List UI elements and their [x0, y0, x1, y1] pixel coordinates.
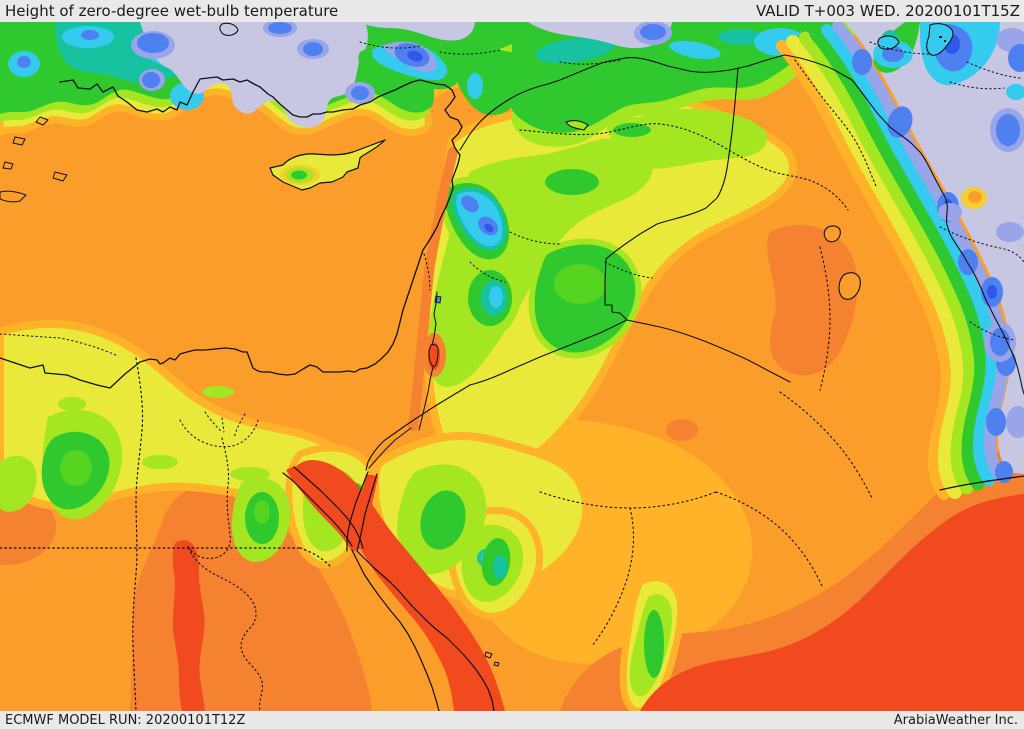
cyan-zagros-band	[821, 24, 998, 486]
light-blue-iran-2	[996, 222, 1024, 242]
iran-admin-dotted	[939, 61, 1024, 341]
deep-orange-levant-coaststrip	[408, 147, 458, 431]
blue-zagros-6	[986, 408, 1006, 436]
lavender-sw-top	[360, 22, 475, 41]
blue-ne-blob	[996, 114, 1020, 146]
border-jordan-valley	[368, 291, 438, 469]
branding-label: ArabiaWeather Inc.	[893, 712, 1018, 728]
tiran-islands	[484, 651, 500, 667]
urmia-island-1	[939, 36, 942, 38]
yellow-zagros-band	[786, 35, 965, 499]
deep-blue-lebanon	[484, 223, 494, 233]
lake-tharthar	[823, 225, 841, 243]
contour-map	[0, 22, 1024, 711]
libya-admin-dotted	[0, 333, 119, 357]
coastline-turkey-levant-egypt	[0, 76, 463, 389]
map-title: Height of zero-degree wet-bulb temperatu…	[5, 1, 339, 20]
deep-blue-sw-dip	[407, 50, 423, 62]
saudi-admin-dotted	[539, 246, 873, 647]
red-southeast-corner	[640, 494, 1024, 711]
valid-time-label: VALID T+003 WED. 20200101T15Z	[755, 1, 1020, 20]
lake-van	[877, 35, 900, 50]
teal-hejaz-mid	[493, 555, 507, 579]
river-nile-dotted	[187, 437, 263, 711]
lavender-iran-wedge	[845, 22, 1024, 474]
chartreuse-egypt-spot4	[230, 467, 270, 481]
cyan-south-syria	[489, 286, 503, 308]
bright-green-eastern-desert	[254, 500, 270, 524]
red-nile-valley	[172, 540, 205, 711]
chartreuse-egypt-spot1	[58, 397, 86, 411]
blue-necorner	[1008, 44, 1024, 72]
blue-marmara-1	[137, 33, 169, 53]
model-run-label: ECMWF MODEL RUN: 20200101T12Z	[5, 712, 246, 728]
orange-zagros-spot	[968, 191, 982, 203]
green-cyprus-core	[291, 170, 307, 180]
nile-delta-dotted	[179, 411, 259, 448]
lake-tuz	[219, 22, 239, 36]
lake-urmia	[926, 23, 954, 56]
red-gulf-of-suez	[286, 466, 362, 552]
urmia-island-2	[944, 40, 946, 42]
cyan-necorner	[1006, 84, 1024, 100]
coastline-red-sea-west	[351, 549, 440, 711]
lake-assad	[565, 120, 589, 131]
chartreuse-egypt-edge	[0, 455, 37, 512]
green-hatay	[453, 47, 512, 116]
coastline-gulf-of-suez	[282, 466, 364, 549]
green-nwsaudi	[420, 490, 466, 550]
blue-zagros-1	[852, 49, 872, 75]
blue-zagros-7	[995, 461, 1013, 483]
aegean-islands	[0, 116, 68, 203]
blue-anatolia-1	[268, 22, 292, 34]
blue-marmara-2	[142, 72, 160, 88]
river-euphrates-dotted	[519, 123, 849, 211]
deep-orange-basra	[767, 224, 858, 376]
blue-anatolia-2	[303, 42, 323, 56]
deep-orange-spot-iraqwest	[666, 419, 698, 441]
bright-green-egypt-core	[60, 450, 92, 486]
cyan-hatay	[467, 73, 483, 99]
coastline-red-sea-east	[356, 550, 495, 711]
border-turkey-syria-iran	[459, 54, 1024, 395]
blue-west-turkey-2	[81, 30, 99, 40]
blue-west-turkey-1	[17, 56, 31, 68]
light-blue-iran-1	[938, 203, 962, 221]
footer-bar: ECMWF MODEL RUN: 20200101T12Z ArabiaWeat…	[0, 711, 1024, 729]
header-bar: Height of zero-degree wet-bulb temperatu…	[0, 0, 1024, 22]
teal-central-turkey-1	[535, 36, 615, 64]
chartreuse-egypt-spot3	[142, 455, 178, 469]
green-north-iraq	[607, 117, 657, 143]
border-syria-iraq-jordan	[365, 67, 791, 471]
border-egypt-sudan-dotted	[0, 547, 331, 567]
blue-central-blob	[640, 24, 666, 40]
coastline-gulf-of-aqaba	[346, 471, 378, 552]
teal-central-turkey-2	[718, 29, 762, 45]
green-north-syria	[539, 163, 605, 201]
river-tigris-dotted	[794, 59, 877, 187]
lake-razzaza	[838, 272, 861, 300]
chartreuse-zagros-band	[798, 31, 977, 495]
green-hejaz-streak	[644, 610, 664, 678]
dead-sea	[428, 344, 439, 367]
light-blue-iran-4	[1006, 406, 1024, 438]
deep-blue-zagros-4	[987, 285, 997, 299]
blue-iran-interior	[958, 249, 978, 275]
chartreuse-north-iraq	[625, 108, 767, 169]
bright-green-jordan-core	[554, 264, 606, 304]
cyan-central-turkey	[669, 40, 721, 60]
blue-van	[882, 46, 904, 62]
green-zagros-band	[809, 27, 988, 491]
coastline-persian-gulf	[939, 475, 1024, 491]
blue-lebanon-1	[461, 195, 479, 213]
chartreuse-egypt-spot2	[202, 386, 234, 398]
amber-zagros-band	[776, 40, 953, 500]
blue-anatolia-3	[351, 86, 369, 100]
